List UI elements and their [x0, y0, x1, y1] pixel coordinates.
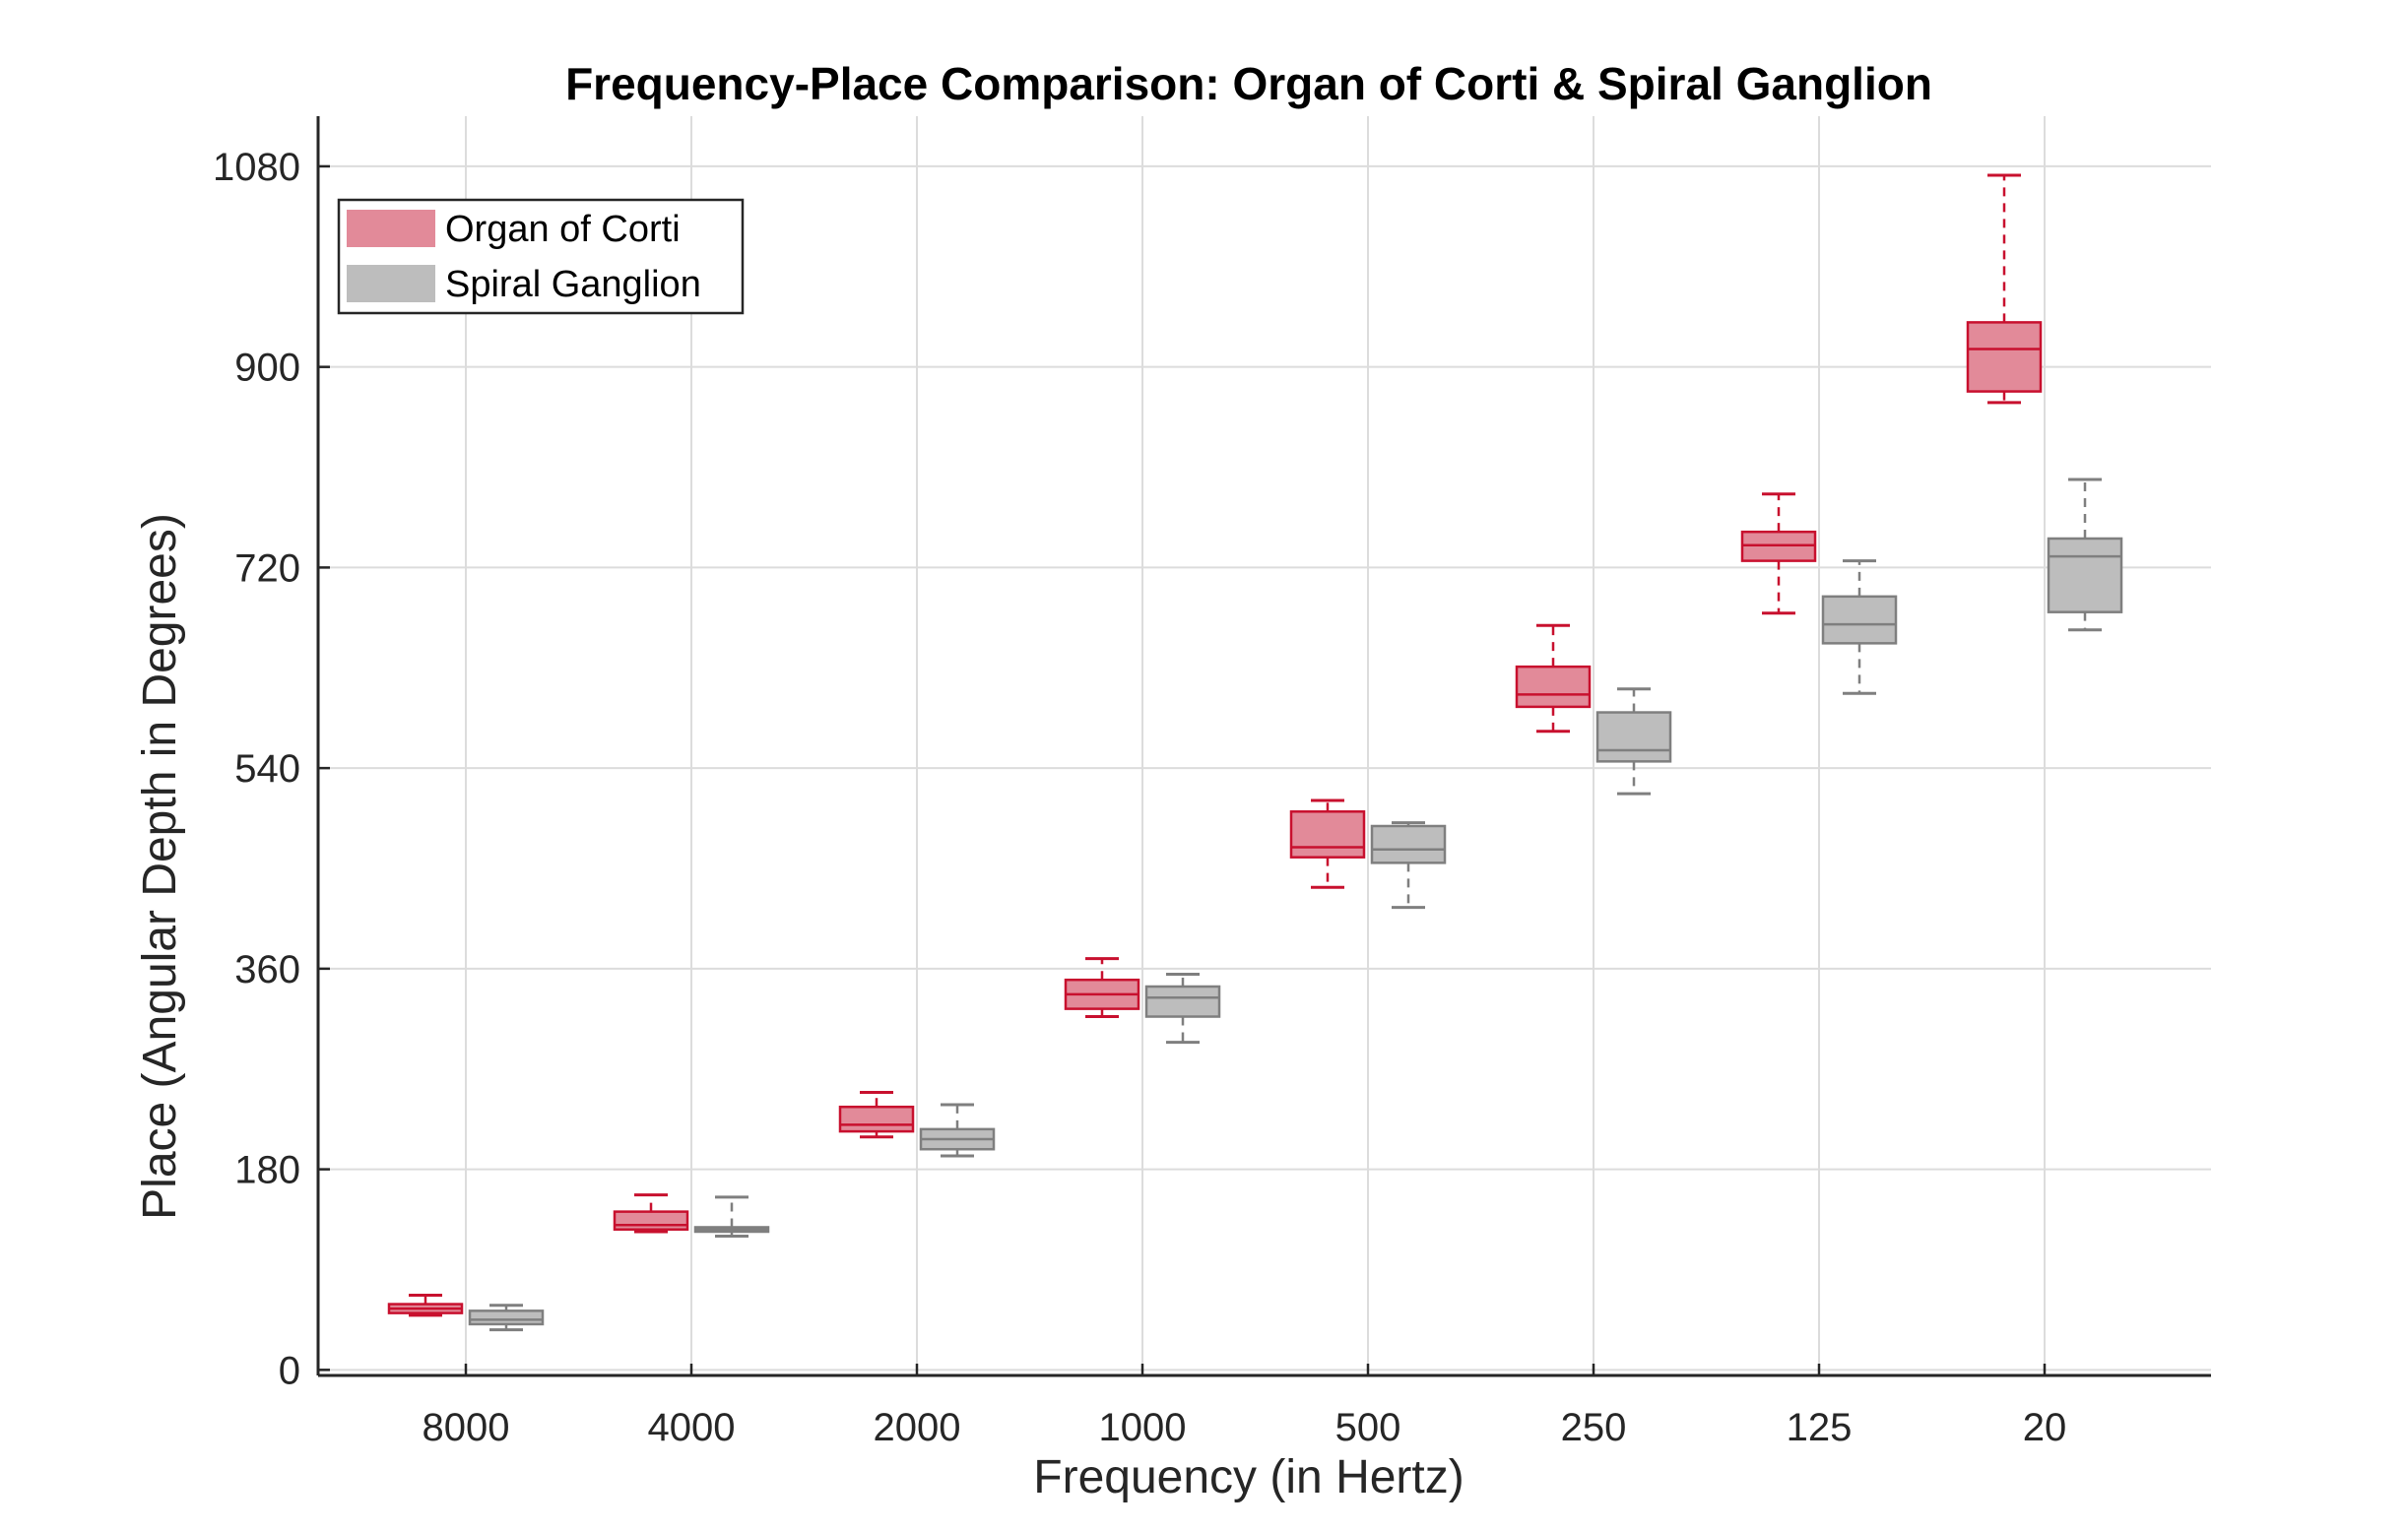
box-spiral-ganglion — [1144, 973, 1221, 1045]
box-body — [1821, 595, 1898, 645]
box-spiral-ganglion — [693, 1195, 770, 1239]
box-body — [468, 1309, 545, 1326]
box-body — [1966, 321, 2043, 393]
box-body — [1289, 810, 1366, 859]
legend: Organ of Corti Spiral Ganglion — [337, 198, 745, 315]
legend-label-organ-of-corti: Organ of Corti — [445, 209, 681, 250]
box-body — [838, 1105, 915, 1133]
box-spiral-ganglion — [1595, 687, 1672, 796]
y-tick-label: 720 — [234, 546, 300, 590]
x-tick-label: 4000 — [648, 1406, 736, 1449]
axes — [316, 116, 2211, 1377]
box-spiral-ganglion — [1370, 821, 1447, 910]
box-spiral-ganglion — [1821, 559, 1898, 695]
y-tick-label: 540 — [234, 747, 300, 791]
legend-label-spiral-ganglion: Spiral Ganglion — [445, 264, 701, 305]
x-tick-label: 250 — [1561, 1406, 1627, 1449]
box-organ-of-corti — [613, 1193, 689, 1234]
x-tick-label: 1000 — [1099, 1406, 1187, 1449]
y-tick-label: 0 — [279, 1349, 300, 1392]
box-body — [613, 1210, 689, 1231]
x-axis-label: Frequency (in Hertz) — [1033, 1451, 1464, 1503]
box-organ-of-corti — [1515, 623, 1592, 734]
box-body — [1144, 985, 1221, 1018]
box-body — [2047, 537, 2123, 613]
legend-swatch-organ-of-corti — [347, 210, 435, 247]
box-body — [1515, 665, 1592, 709]
box-body — [1595, 711, 1672, 763]
box-organ-of-corti — [1966, 173, 2043, 405]
y-tick-label: 1080 — [213, 146, 300, 189]
box-spiral-ganglion — [2047, 478, 2123, 632]
y-tick-label: 180 — [234, 1149, 300, 1192]
box-organ-of-corti — [387, 1294, 464, 1317]
y-axis-label: Place (Angular Depth in Degrees) — [134, 513, 186, 1220]
box-spiral-ganglion — [919, 1103, 996, 1158]
box-organ-of-corti — [838, 1091, 915, 1139]
x-tick-label: 125 — [1787, 1406, 1853, 1449]
box-organ-of-corti — [1064, 957, 1140, 1019]
y-tick-label: 360 — [234, 948, 300, 991]
box-organ-of-corti — [1289, 798, 1366, 889]
y-tick-label: 900 — [234, 347, 300, 390]
boxes — [387, 173, 2123, 1332]
x-tick-label: 8000 — [423, 1406, 510, 1449]
x-tick-label: 2000 — [874, 1406, 961, 1449]
box-body — [1370, 824, 1447, 864]
chart-title: Frequency-Place Comparison: Organ of Cor… — [565, 58, 1932, 109]
grid — [318, 116, 2211, 1375]
tick-labels: 0 180 360 540 720 900 1080 8000 4000 2000 1000 500 2… — [213, 146, 2066, 1449]
box-organ-of-corti — [1740, 492, 1817, 615]
box-spiral-ganglion — [468, 1304, 545, 1332]
x-tick-label: 20 — [2023, 1406, 2067, 1449]
legend-swatch-spiral-ganglion — [347, 265, 435, 302]
x-tick-label: 500 — [1335, 1406, 1401, 1449]
